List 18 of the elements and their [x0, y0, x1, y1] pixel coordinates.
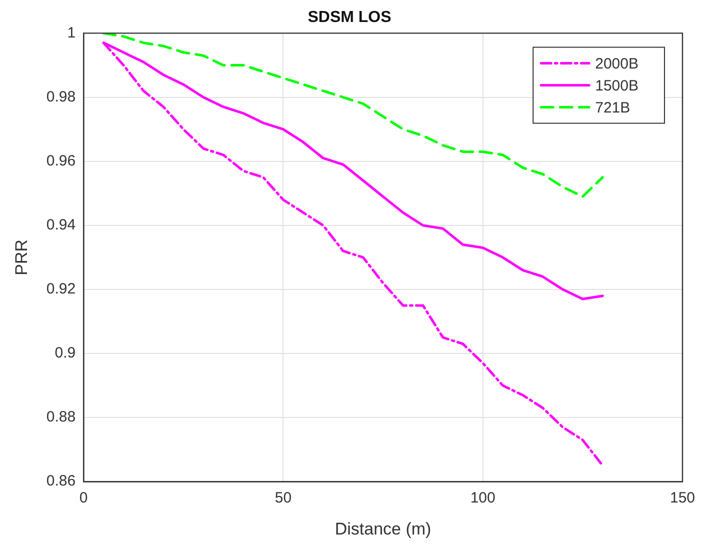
x-tick-label: 50	[274, 490, 292, 507]
x-tick-label: 100	[470, 490, 496, 507]
y-tick-label: 1	[67, 24, 76, 42]
y-tick-label: 0.92	[46, 280, 76, 298]
legend-label: 1500B	[595, 77, 638, 94]
x-axis-title: Distance (m)	[334, 519, 432, 538]
y-tick-label: 0.88	[46, 408, 76, 426]
legend-label: 721B	[595, 99, 630, 116]
legend-label: 2000B	[595, 55, 638, 72]
y-tick-label: 0.94	[46, 216, 76, 234]
chart-title: SDSM LOS	[308, 9, 392, 26]
y-axis-title: PRR	[12, 239, 31, 276]
y-tick-label: 0.96	[46, 152, 76, 170]
x-tick-label: 150	[670, 490, 695, 507]
x-tick-label: 0	[79, 490, 88, 507]
y-tick-label: 0.98	[46, 88, 76, 106]
y-tick-label: 0.86	[46, 472, 76, 490]
y-tick-label: 0.9	[54, 344, 76, 362]
